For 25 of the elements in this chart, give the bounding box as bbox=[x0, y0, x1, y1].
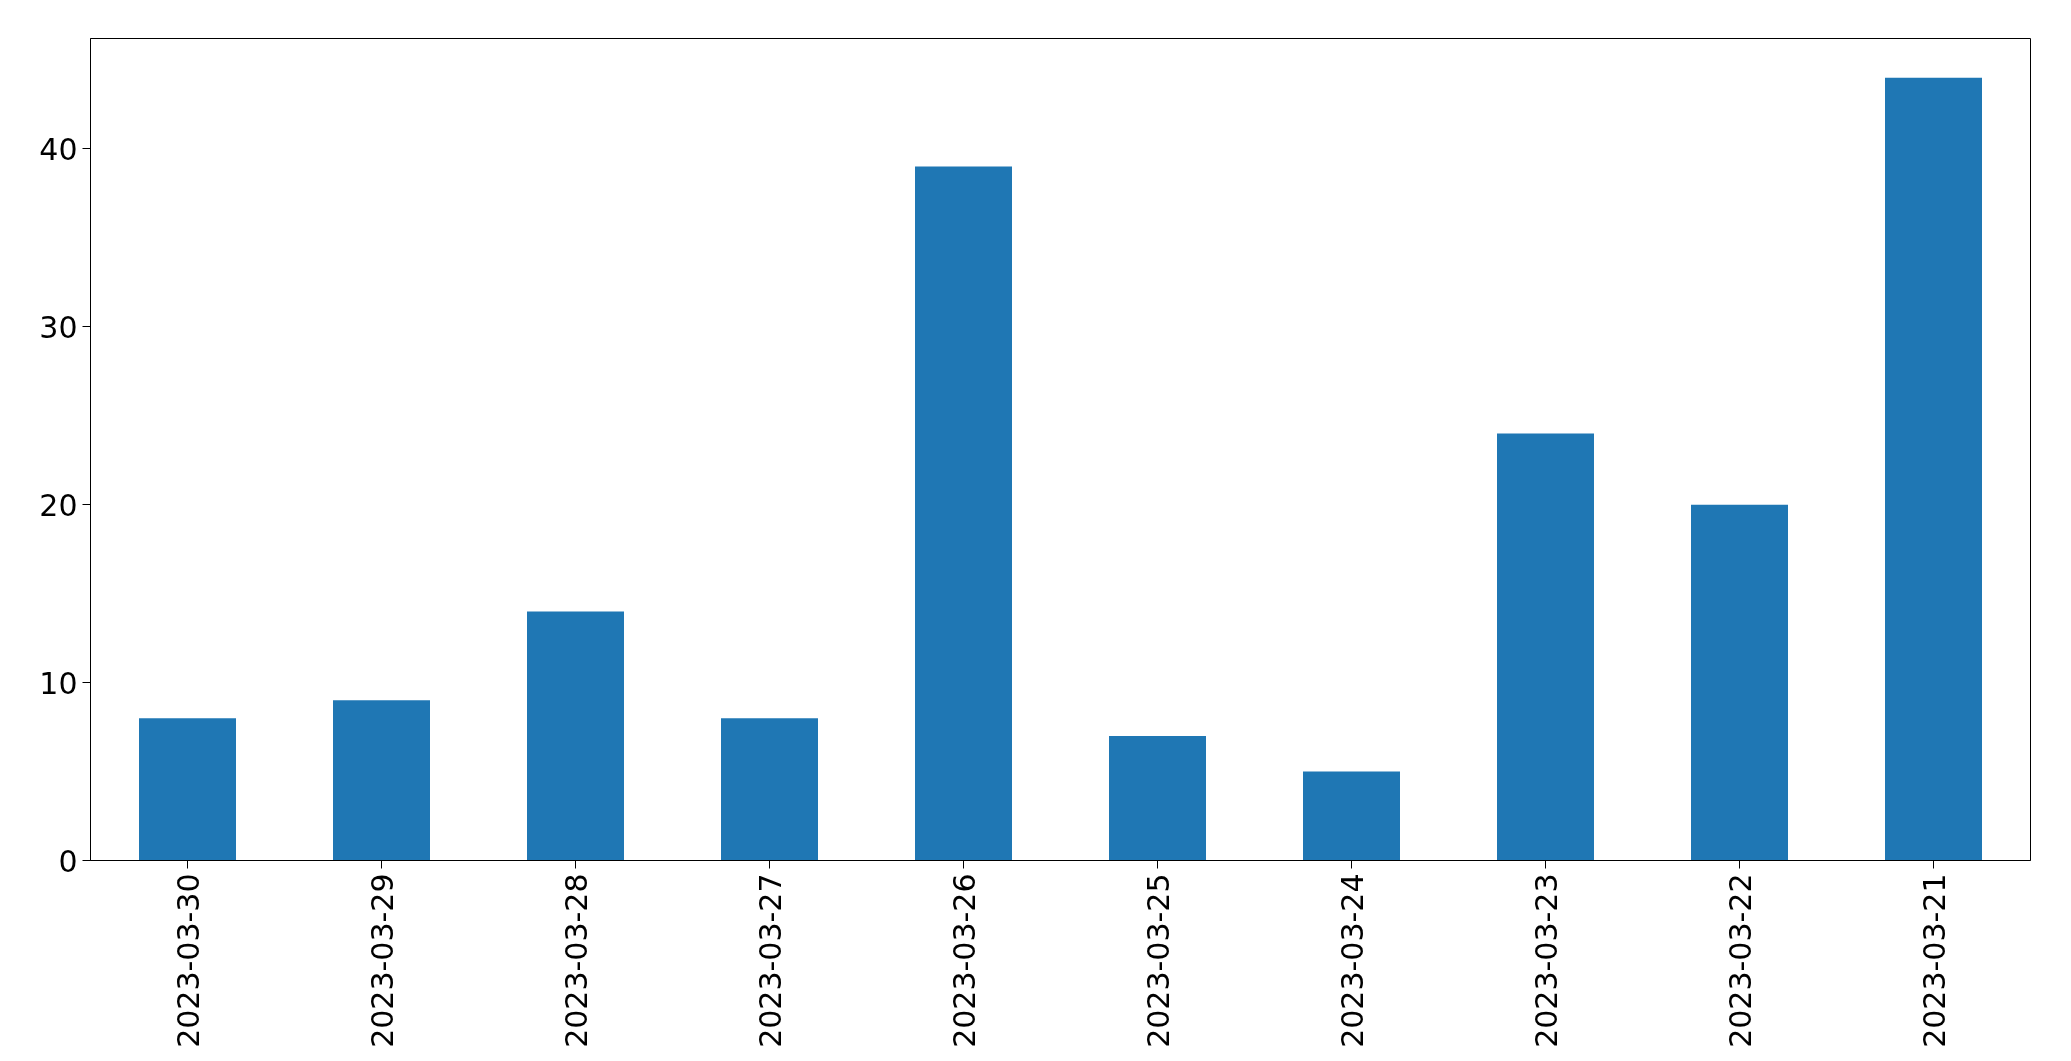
x-tick-label: 2023-03-24 bbox=[1334, 873, 1370, 1048]
x-tick-label: 2023-03-23 bbox=[1528, 873, 1564, 1048]
y-tick-label: 10 bbox=[39, 665, 78, 701]
bar bbox=[1497, 433, 1594, 861]
y-tick-label: 40 bbox=[39, 131, 78, 167]
y-tick-label: 30 bbox=[39, 309, 78, 345]
x-tick-label: 2023-03-21 bbox=[1916, 873, 1952, 1048]
bar bbox=[1885, 77, 1982, 861]
x-tick-label: 2023-03-29 bbox=[364, 873, 400, 1048]
bar bbox=[721, 718, 818, 861]
x-tick-label: 2023-03-25 bbox=[1140, 873, 1176, 1048]
bar bbox=[1109, 735, 1206, 861]
y-tick-label: 20 bbox=[39, 487, 78, 523]
x-tick-label: 2023-03-22 bbox=[1722, 873, 1758, 1048]
y-tick-label: 0 bbox=[58, 843, 78, 879]
x-tick-label: 2023-03-27 bbox=[752, 873, 788, 1048]
x-tick-label: 2023-03-30 bbox=[170, 873, 206, 1048]
bar bbox=[333, 700, 430, 861]
bar bbox=[139, 718, 236, 861]
bar bbox=[915, 166, 1012, 861]
bar bbox=[1303, 771, 1400, 861]
x-tick-label: 2023-03-26 bbox=[946, 873, 982, 1048]
x-tick-label: 2023-03-28 bbox=[558, 873, 594, 1048]
bar bbox=[527, 611, 624, 861]
bar bbox=[1691, 504, 1788, 861]
